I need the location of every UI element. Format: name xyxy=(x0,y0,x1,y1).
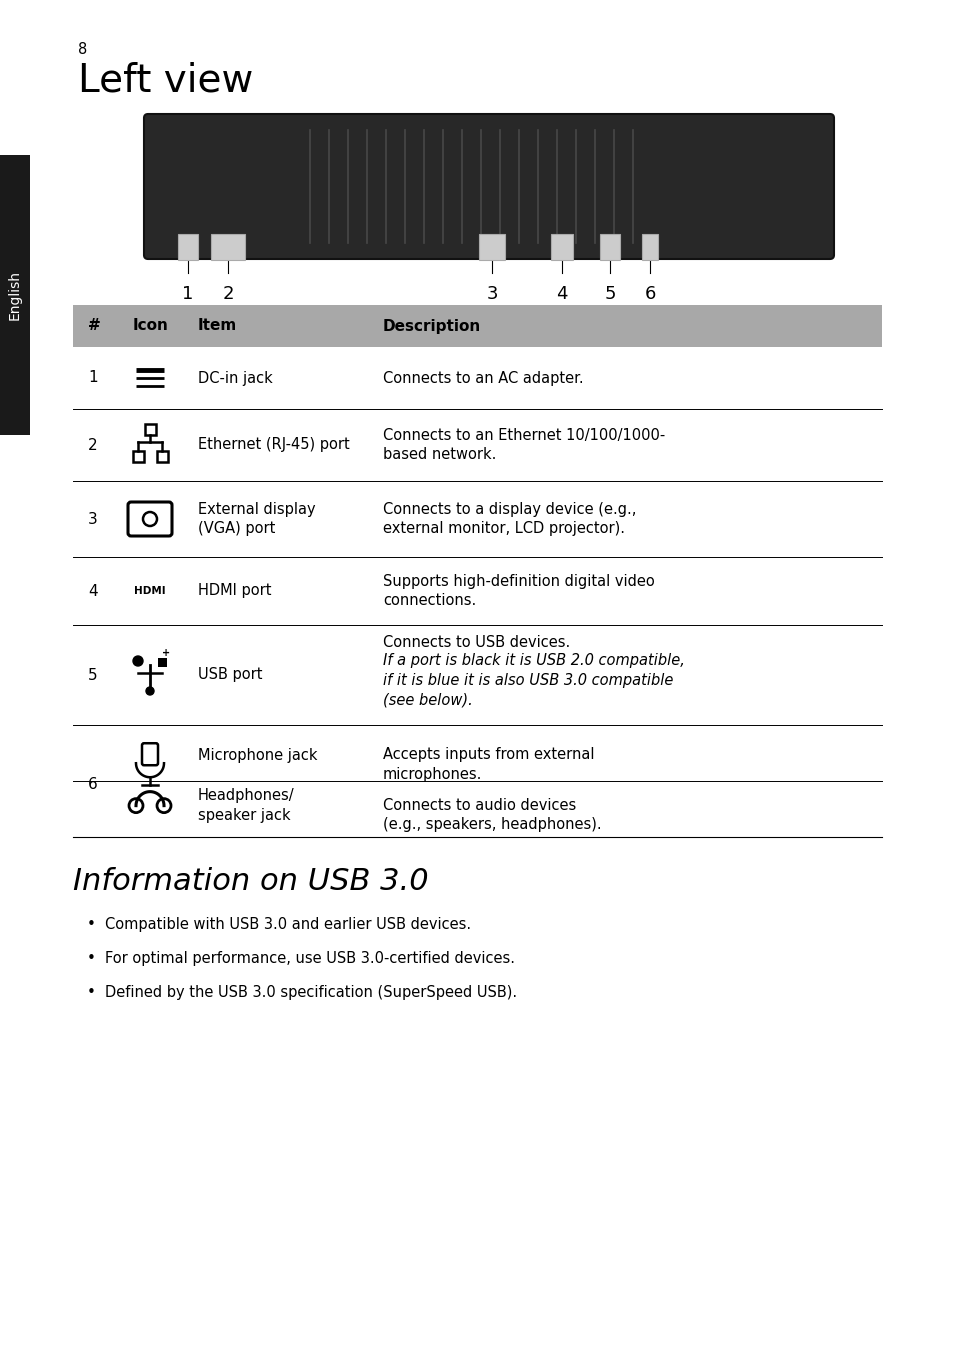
Text: Item: Item xyxy=(198,319,237,334)
FancyBboxPatch shape xyxy=(158,658,167,667)
FancyBboxPatch shape xyxy=(73,305,882,346)
Text: 3: 3 xyxy=(486,285,497,303)
Text: 5: 5 xyxy=(603,285,615,303)
Text: 6: 6 xyxy=(643,285,655,303)
Text: Icon: Icon xyxy=(132,319,169,334)
Text: 1: 1 xyxy=(88,371,97,386)
Text: HDMI port: HDMI port xyxy=(198,583,272,598)
Text: •: • xyxy=(87,951,95,967)
Text: Left view: Left view xyxy=(78,62,253,100)
Text: Information on USB 3.0: Information on USB 3.0 xyxy=(73,867,428,895)
Text: #: # xyxy=(88,319,101,334)
Text: 4: 4 xyxy=(88,583,97,598)
FancyBboxPatch shape xyxy=(641,234,658,260)
Text: Headphones/
speaker jack: Headphones/ speaker jack xyxy=(198,789,294,823)
Text: 4: 4 xyxy=(556,285,567,303)
Text: 2: 2 xyxy=(88,438,97,453)
Text: External display
(VGA) port: External display (VGA) port xyxy=(198,501,315,537)
Text: 5: 5 xyxy=(88,668,97,683)
Text: DC-in jack: DC-in jack xyxy=(198,371,273,386)
Text: •: • xyxy=(87,917,95,932)
Text: 2: 2 xyxy=(222,285,233,303)
Text: Microphone jack: Microphone jack xyxy=(198,747,317,763)
Text: Ethernet (RJ-45) port: Ethernet (RJ-45) port xyxy=(198,438,350,453)
Text: Description: Description xyxy=(382,319,480,334)
FancyBboxPatch shape xyxy=(0,155,30,435)
FancyBboxPatch shape xyxy=(211,234,245,260)
FancyBboxPatch shape xyxy=(599,234,619,260)
Text: •: • xyxy=(87,986,95,999)
Text: Compatible with USB 3.0 and earlier USB devices.: Compatible with USB 3.0 and earlier USB … xyxy=(105,917,471,932)
FancyBboxPatch shape xyxy=(144,114,833,259)
Text: 6: 6 xyxy=(88,778,97,793)
Text: Connects to audio devices
(e.g., speakers, headphones).: Connects to audio devices (e.g., speaker… xyxy=(382,798,601,832)
Text: HDMI: HDMI xyxy=(134,586,166,596)
Circle shape xyxy=(146,687,153,695)
Text: Connects to an Ethernet 10/100/1000-
based network.: Connects to an Ethernet 10/100/1000- bas… xyxy=(382,427,664,463)
Text: Connects to USB devices.: Connects to USB devices. xyxy=(382,635,570,650)
FancyBboxPatch shape xyxy=(478,234,504,260)
FancyBboxPatch shape xyxy=(551,234,573,260)
Text: If a port is black it is USB 2.0 compatible,
if it is blue it is also USB 3.0 co: If a port is black it is USB 2.0 compati… xyxy=(382,653,684,708)
Text: 3: 3 xyxy=(88,512,97,527)
Text: 1: 1 xyxy=(182,285,193,303)
FancyBboxPatch shape xyxy=(178,234,198,260)
Text: Connects to an AC adapter.: Connects to an AC adapter. xyxy=(382,371,583,386)
Text: For optimal performance, use USB 3.0-certified devices.: For optimal performance, use USB 3.0-cer… xyxy=(105,951,515,967)
Circle shape xyxy=(132,656,143,665)
Text: Supports high-definition digital video
connections.: Supports high-definition digital video c… xyxy=(382,574,654,608)
Text: Accepts inputs from external
microphones.: Accepts inputs from external microphones… xyxy=(382,747,594,782)
Text: Connects to a display device (e.g.,
external monitor, LCD projector).: Connects to a display device (e.g., exte… xyxy=(382,501,636,537)
Text: +: + xyxy=(162,648,170,658)
Text: English: English xyxy=(8,270,22,320)
Text: Defined by the USB 3.0 specification (SuperSpeed USB).: Defined by the USB 3.0 specification (Su… xyxy=(105,986,517,999)
Text: USB port: USB port xyxy=(198,668,262,683)
Text: 8: 8 xyxy=(78,42,87,57)
